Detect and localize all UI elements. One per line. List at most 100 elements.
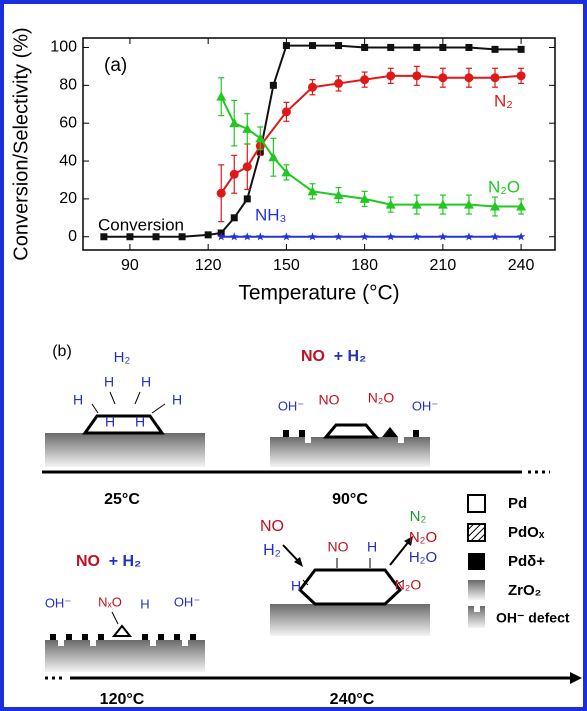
diagram-label: N₂ [410,508,427,525]
data-point [360,232,369,241]
y-tick-label: 40 [59,152,77,169]
diagram-label: H [291,578,301,594]
data-point [178,233,186,241]
diagram-label: + H₂ [109,553,141,570]
data-point [100,233,108,241]
diagram-label: H₂ [114,349,131,366]
data-point [281,167,292,177]
data-point [230,232,239,241]
data-point [308,42,316,50]
diagram-label: H [104,374,114,390]
data-point [491,45,499,53]
data-point [516,201,527,211]
diagram-label: OH⁻ [278,398,304,413]
diagram-label: H [172,392,182,408]
diagram-label: NₓO [98,594,122,609]
data-point [243,232,252,241]
y-tick-label: 80 [59,77,77,94]
data-point [229,169,239,179]
diagram-label: + H₂ [334,348,366,365]
data-point [335,42,343,50]
series-line [220,96,522,208]
diagram-label: OH⁻ defect [496,610,570,626]
diagram-label: Pdδ+ [508,553,545,570]
diagram-label: H [367,539,377,555]
diagram-label: N₂O [395,577,422,593]
data-point [360,75,370,85]
series-line [103,44,522,238]
diagram-label: OH⁻ [45,595,71,610]
x-axis-label: Temperature (°C) [238,282,399,305]
data-point [465,43,473,51]
diagram-label: Pd [508,495,527,512]
data-point [412,232,422,241]
data-point [243,195,251,203]
data-point [255,133,266,143]
data-point [413,43,421,51]
diagram-label: OH⁻ [174,594,200,609]
diagram-label: H₂O [409,549,437,566]
y-tick-label: 20 [59,190,77,207]
diagram-label: OH⁻ [412,398,438,413]
data-point [308,232,317,241]
diagram-label: NO [76,553,100,570]
data-point [230,214,238,222]
data-point [281,107,291,117]
data-point [463,199,474,209]
data-point [490,201,501,211]
data-point [517,45,525,53]
data-point [516,232,526,241]
data-point [412,71,422,81]
diagram-label: 25°C [104,491,140,508]
data-point [411,199,422,209]
diagram-label: N₂O [368,390,395,406]
figure-canvas: 0 20 40 60 80 100 90 120 150 180 210 240 Temperature… [10,27,582,707]
diagram-label: ZrO₂ [508,582,541,599]
diagram-label: H [141,374,151,390]
diagram-label: NO [301,348,325,365]
data-point [216,188,226,198]
diagram-label: 90°C [332,491,368,508]
y-axis-label: Conversion/Selectivity (%) [10,27,32,260]
x-tick-label: 120 [195,257,222,274]
data-point [152,233,160,241]
data-point [334,78,344,88]
data-point [490,232,500,241]
data-point [387,43,395,51]
data-point [269,81,277,89]
x-tick-label: 240 [508,257,535,274]
diagram-label: 120°C [100,691,145,707]
diagram-label: PdOₓ [508,524,545,541]
data-point [385,199,396,209]
x-tick-label: 150 [273,257,300,274]
data-point [516,71,526,81]
data-point [204,231,212,239]
diagram-label: 240°C [330,691,375,707]
diagram-label: NO [319,392,340,408]
plot-frame [82,37,556,251]
diagram-label: H [73,392,83,408]
diagram-shapes [42,391,582,684]
data-point [386,232,395,241]
series-label: Conversion [98,215,184,234]
data-point [216,91,227,101]
data-point [359,193,370,203]
diagram-label: N₂O [409,529,437,546]
data-point [282,42,290,50]
series-line [220,74,522,194]
data-point [438,232,448,241]
series-label: N₂ [494,91,513,110]
data-point [333,190,344,200]
diagram-label: H [105,414,115,430]
data-point [386,71,396,81]
data-point [216,232,226,241]
data-point [282,232,291,241]
data-point [490,73,500,83]
diagram-label: H₂ [263,542,281,559]
data-point [437,199,448,209]
diagram-label: (b) [52,343,72,360]
data-point [126,233,134,241]
x-tick-label: 210 [430,257,457,274]
